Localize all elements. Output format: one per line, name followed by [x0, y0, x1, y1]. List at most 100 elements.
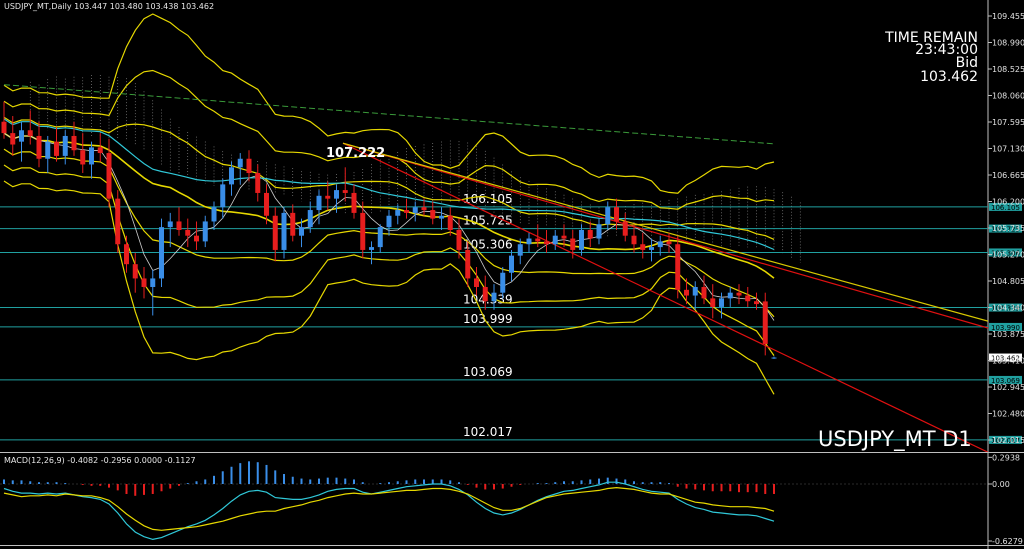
price-tick-label: 106.200: [992, 198, 1024, 207]
macd-panel: 0.2938 0.00 -0.6279: [0, 453, 1023, 546]
price-tick-label: 108.990: [992, 39, 1024, 48]
bull-candle: [605, 207, 611, 225]
bear-candle: [360, 212, 366, 250]
level-tag: [989, 224, 1022, 233]
price-tick-label: 102.480: [992, 410, 1024, 419]
bull-candle: [439, 215, 444, 219]
bull-candle: [229, 167, 234, 185]
bear-candle: [421, 207, 427, 211]
bull-candle: [727, 292, 733, 299]
bull-candle: [395, 210, 401, 216]
price-tick-label: 106.665: [992, 171, 1024, 180]
bid-label: Bid: [956, 55, 978, 71]
price-tick-label: 109.455: [992, 12, 1024, 21]
level-label: 104.339: [463, 293, 513, 307]
symbol-timeframe-label: USDJPY_MT D1: [818, 427, 972, 452]
bollinger-upper-band: [3, 116, 775, 240]
bear-candle: [10, 133, 16, 145]
level-label: 103.999: [463, 312, 513, 326]
bear-candle: [97, 147, 103, 154]
bear-candle: [141, 278, 147, 287]
price-tick-label: 102.945: [992, 383, 1024, 392]
bear-candle: [430, 210, 436, 219]
bollinger-lower-band: [3, 164, 775, 356]
bollinger-middle: [3, 132, 775, 279]
level-tag: [989, 303, 1022, 312]
price-tick-label: 107.595: [992, 118, 1024, 127]
bear-candle: [124, 244, 129, 265]
time-remain-value: 23:43:00: [915, 42, 978, 58]
bull-candle: [657, 241, 663, 248]
bear-candle: [544, 241, 549, 245]
price-tick-label: 104.340: [992, 304, 1024, 313]
level-label: 105.725: [463, 214, 513, 228]
level-tag-text: 106.105: [991, 204, 1020, 212]
bear-candle: [447, 215, 453, 230]
bear-candle: [185, 229, 191, 236]
bull-candle: [771, 357, 777, 359]
price-tick-label: 104.805: [992, 277, 1024, 286]
bull-candle: [334, 190, 339, 199]
bull-candle: [509, 255, 514, 273]
macd-tick-label: -0.6279: [992, 537, 1023, 546]
bear-candle: [80, 150, 86, 165]
bid-value: 103.462: [920, 69, 978, 85]
price-tick-label: 107.130: [992, 145, 1024, 154]
bear-candle: [482, 286, 488, 302]
price-axis: 109.455 108.990 108.525 108.060 107.595 107.1…: [988, 12, 1024, 445]
bear-candle: [325, 195, 331, 199]
bear-candle: [561, 235, 567, 239]
level-tag-text: 105.306: [991, 249, 1020, 257]
bear-candle: [246, 158, 252, 174]
bollinger-lower-band: [3, 180, 775, 395]
bear-candle: [535, 238, 541, 242]
horizontal-levels: 106.105106.105105.725105.725105.306105.3…: [0, 192, 1022, 445]
bear-candle: [194, 235, 199, 242]
bull-candle: [412, 207, 418, 213]
bull-candle: [517, 244, 523, 256]
bull-candle: [19, 130, 24, 142]
macd-header: MACD(12,26,9) -0.4082 -0.2956 0.0000 -0.…: [4, 456, 196, 465]
bear-candle: [666, 241, 672, 245]
bull-candle: [692, 286, 698, 296]
bear-candle: [684, 289, 689, 296]
bull-candle: [719, 298, 724, 307]
price-tick-label: 108.060: [992, 92, 1024, 101]
bear-candle: [272, 215, 278, 250]
bear-candle: [675, 244, 681, 290]
bull-candle: [167, 221, 173, 228]
bull-candle: [369, 247, 374, 250]
bear-candle: [622, 221, 628, 236]
bull-candle: [526, 238, 532, 245]
time-remain-label: TIME REMAIN: [884, 30, 978, 46]
bear-candle: [456, 229, 462, 250]
level-tag: [989, 248, 1022, 257]
bull-candle: [45, 141, 51, 159]
green-long-moving-average: [3, 84, 775, 145]
bear-candle: [754, 301, 759, 305]
bear-candle: [54, 141, 59, 156]
bear-candle: [132, 264, 138, 279]
bull-candle: [89, 147, 94, 165]
bull-candle: [649, 247, 654, 250]
peak-annotation: 107.222: [326, 146, 385, 161]
price-tick-label: 108.525: [992, 65, 1024, 74]
bear-candle: [106, 153, 112, 199]
bear-candle: [255, 173, 261, 193]
bear-candle: [736, 292, 742, 296]
bear-candle: [614, 207, 619, 222]
current-price-tag-text: 103.462: [991, 355, 1020, 363]
bear-candle: [745, 295, 751, 302]
macd-signal-line: [3, 486, 775, 531]
bull-candle: [220, 184, 226, 208]
bear-candle: [474, 278, 479, 287]
price-tick-label: 105.270: [992, 251, 1024, 260]
lower-red-trendline: [342, 142, 988, 452]
bear-candle: [290, 212, 296, 236]
bear-candle: [36, 135, 42, 159]
bull-candle: [500, 272, 506, 293]
bull-candle: [159, 227, 164, 279]
bear-candle: [587, 229, 593, 239]
bull-candle: [307, 210, 313, 228]
